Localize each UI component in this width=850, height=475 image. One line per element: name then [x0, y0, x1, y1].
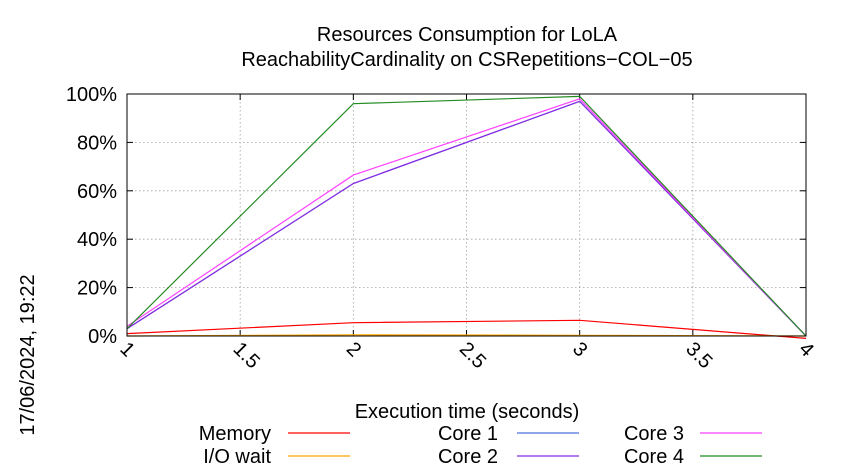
- grid-lines: [127, 94, 806, 336]
- y-tick-label: 60%: [77, 181, 117, 203]
- y-tick-label: 80%: [77, 132, 117, 154]
- legend-label-memory: Memory: [199, 423, 271, 445]
- y-axis-ticks: 0% 20% 40% 60% 80% 100%: [66, 84, 806, 348]
- series-line-memory: [126, 319, 807, 339]
- x-tick-label: 2.5: [455, 338, 490, 373]
- x-tick-label: 2: [342, 338, 365, 361]
- x-tick-label: 1: [115, 338, 138, 361]
- y-tick-label: 40%: [77, 229, 117, 251]
- series-line-core-2: [126, 100, 807, 337]
- chart-title-line-1: Resources Consumption for LoLA: [317, 24, 618, 46]
- legend-label-core-1: Core 1: [438, 423, 498, 445]
- chart-title-line-2: ReachabilityCardinality on CSRepetitions…: [241, 49, 692, 71]
- x-tick-label: 3: [568, 338, 591, 361]
- x-tick-label: 1.5: [229, 338, 264, 373]
- x-tick-label: 3.5: [681, 338, 716, 373]
- plot-frame: [126, 93, 807, 337]
- y-tick-label: 0%: [88, 326, 117, 348]
- y-tick-label: 100%: [66, 84, 117, 106]
- legend-label-core-3: Core 3: [624, 423, 684, 445]
- timestamp-label: 17/06/2024, 19:22: [17, 274, 39, 435]
- y-tick-label: 20%: [77, 278, 117, 300]
- series-line-core-3: [126, 98, 807, 337]
- series-line-core-4: [126, 95, 807, 337]
- x-axis-label: Execution time (seconds): [355, 401, 580, 423]
- legend-label-i-o-wait: I/O wait: [203, 446, 271, 468]
- legend-label-core-4: Core 4: [624, 446, 684, 468]
- x-tick-label: 4: [794, 338, 817, 361]
- legend-label-core-2: Core 2: [438, 446, 498, 468]
